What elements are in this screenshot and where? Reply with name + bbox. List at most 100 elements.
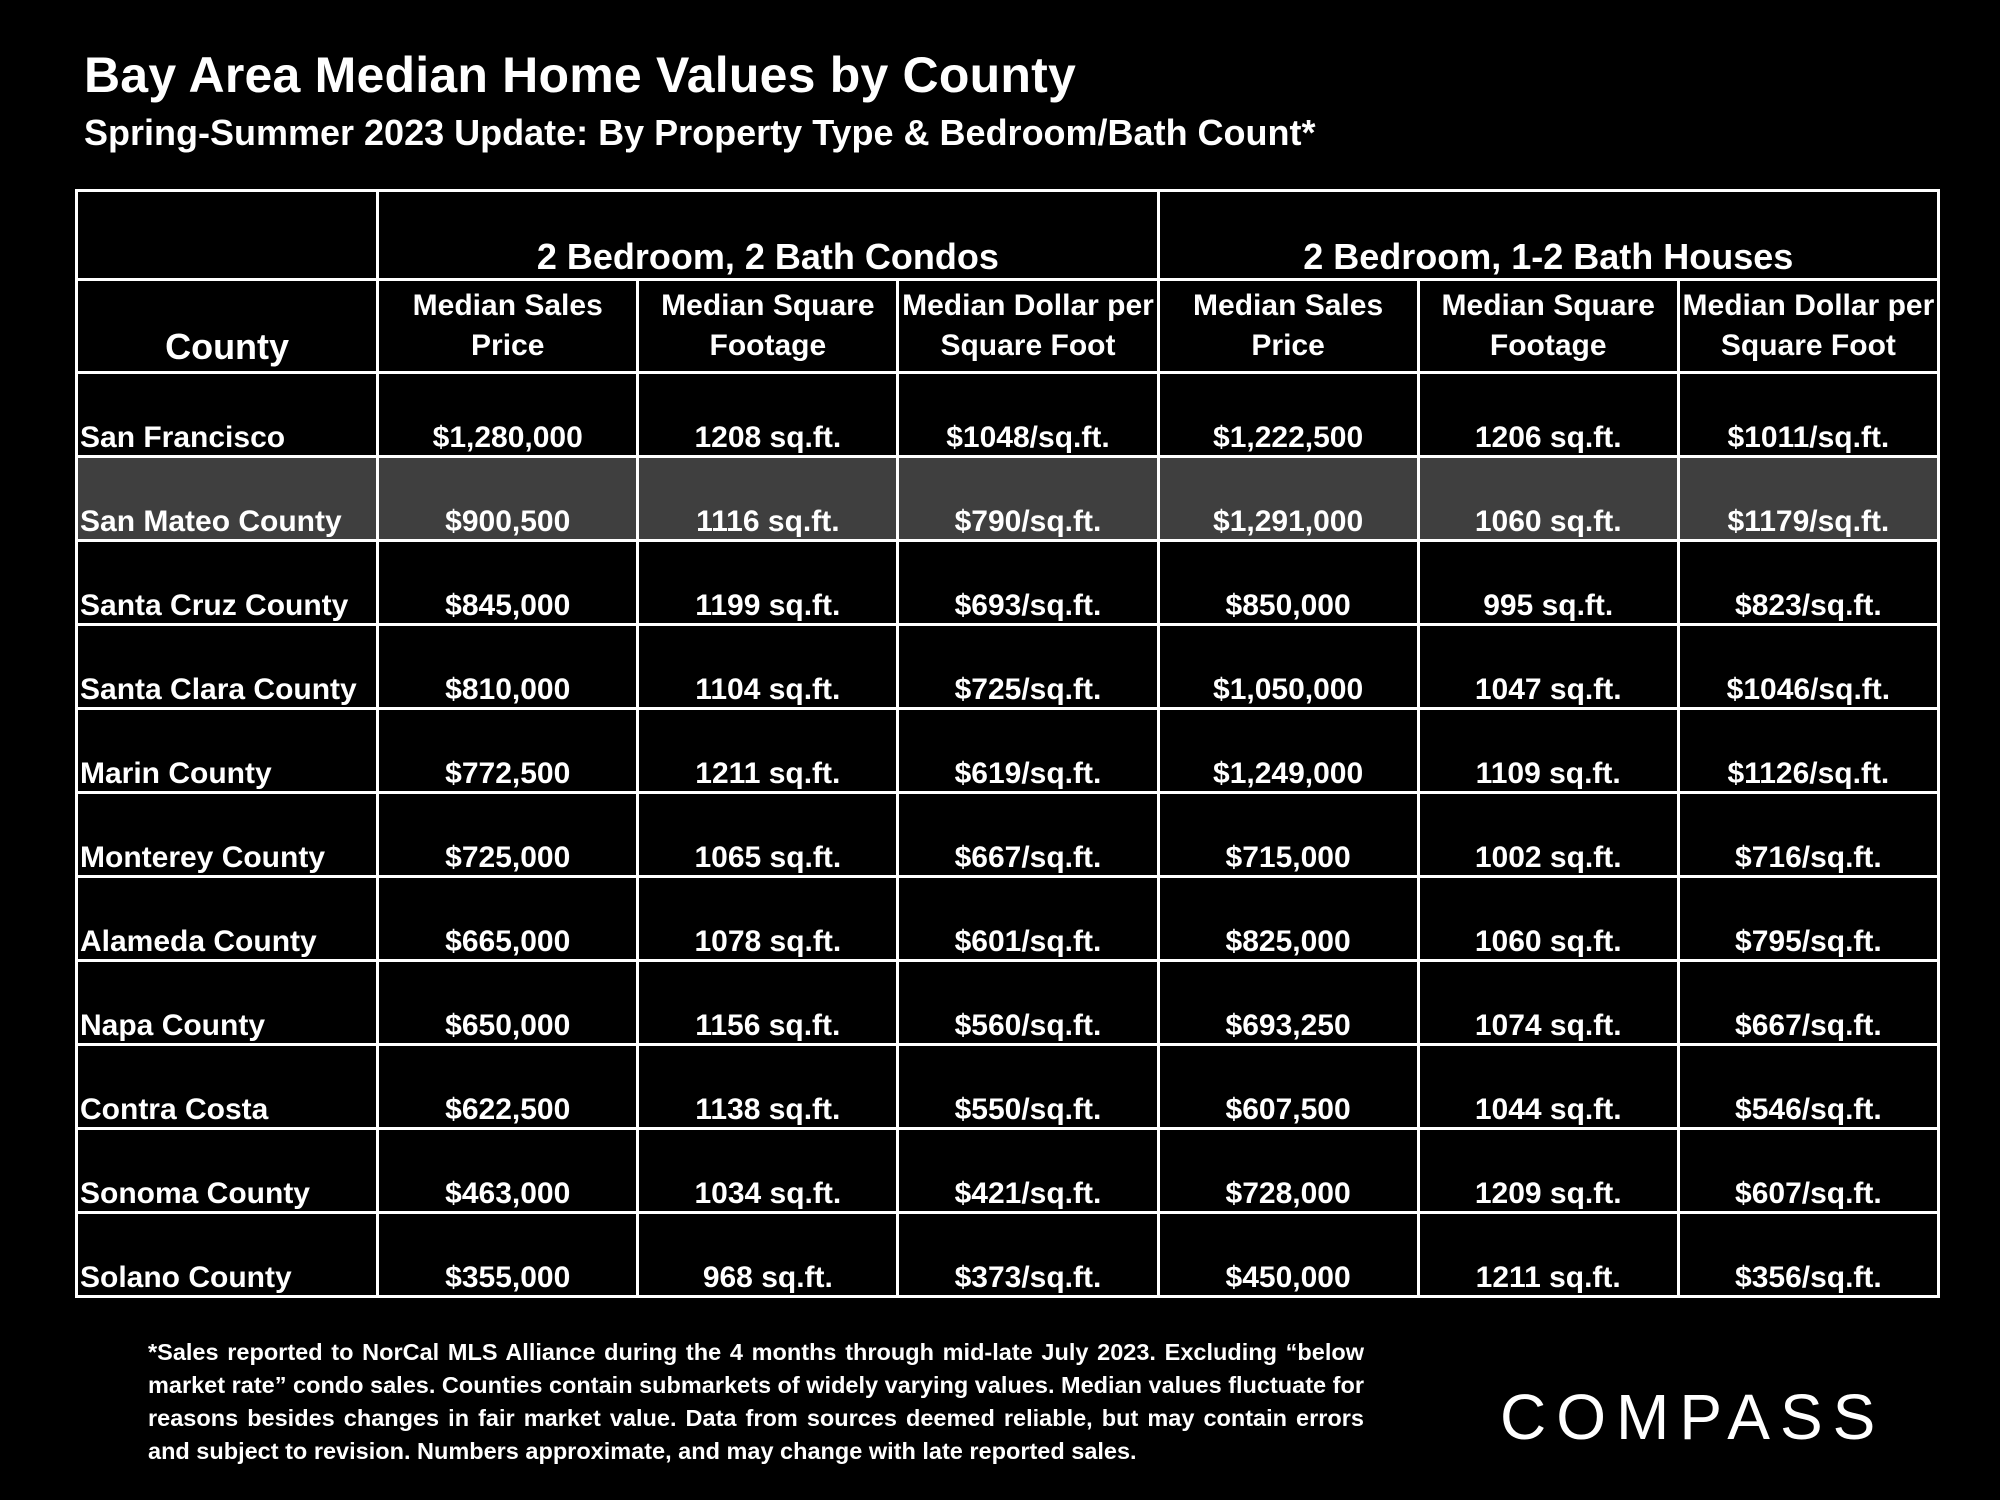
county-cell: Napa County [74, 959, 380, 1046]
value-cell: $1048/sq.ft. [896, 371, 1160, 458]
value-cell: $693/sq.ft. [896, 539, 1160, 626]
value-cell: 1199 sq.ft. [636, 539, 900, 626]
value-cell: $850,000 [1156, 539, 1420, 626]
value-cell: 1044 sq.ft. [1416, 1043, 1680, 1130]
county-values-table: 2 Bedroom, 2 Bath Condos 2 Bedroom, 1-2 … [74, 189, 1941, 1298]
value-cell: 1208 sq.ft. [636, 371, 900, 458]
county-cell: Contra Costa [74, 1043, 380, 1130]
value-cell: $667/sq.ft. [1676, 959, 1941, 1046]
value-cell: $772,500 [376, 707, 640, 794]
group-header-row: 2 Bedroom, 2 Bath Condos 2 Bedroom, 1-2 … [74, 189, 1941, 281]
value-cell: 1209 sq.ft. [1416, 1127, 1680, 1214]
table-row: Napa County $650,000 1156 sq.ft. $560/sq.ft… [74, 959, 1941, 1046]
value-cell: 1047 sq.ft. [1416, 623, 1680, 710]
value-cell: $619/sq.ft. [896, 707, 1160, 794]
county-cell: Santa Cruz County [74, 539, 380, 626]
value-cell: $355,000 [376, 1211, 640, 1298]
value-cell: $356/sq.ft. [1676, 1211, 1941, 1298]
table-row: Sonoma County $463,000 1034 sq.ft. $421/sq.… [74, 1127, 1941, 1214]
value-cell: $665,000 [376, 875, 640, 962]
value-cell: $667/sq.ft. [896, 791, 1160, 878]
column-header: Median Dollar per Square Foot [896, 278, 1160, 374]
value-cell: $825,000 [1156, 875, 1420, 962]
county-column-header: County [74, 278, 380, 374]
value-cell: 1074 sq.ft. [1416, 959, 1680, 1046]
value-cell: 1211 sq.ft. [1416, 1211, 1680, 1298]
page-title: Bay Area Median Home Values by County [84, 47, 1076, 103]
value-cell: $900,500 [376, 455, 640, 542]
value-cell: 968 sq.ft. [636, 1211, 900, 1298]
table-body: San Francisco $1,280,000 1208 sq.ft. $1048/… [74, 371, 1941, 1298]
value-cell: $421/sq.ft. [896, 1127, 1160, 1214]
column-header: Median Sales Price [1156, 278, 1420, 374]
compass-logo: COMPASS [1500, 1381, 1886, 1453]
value-cell: $693,250 [1156, 959, 1420, 1046]
column-header-row: County Median Sales Price Median Square … [74, 278, 1941, 374]
column-header: Median Square Footage [1416, 278, 1680, 374]
county-cell: Alameda County [74, 875, 380, 962]
table-row: San Mateo County $900,500 1116 sq.ft. $790/… [74, 455, 1941, 542]
value-cell: 995 sq.ft. [1416, 539, 1680, 626]
column-header: Median Dollar per Square Foot [1676, 278, 1941, 374]
value-cell: $725/sq.ft. [896, 623, 1160, 710]
county-cell: Monterey County [74, 791, 380, 878]
value-cell: $845,000 [376, 539, 640, 626]
table-row: Alameda County $665,000 1078 sq.ft. $601/sq… [74, 875, 1941, 962]
value-cell: $601/sq.ft. [896, 875, 1160, 962]
value-cell: $550/sq.ft. [896, 1043, 1160, 1130]
county-cell: Sonoma County [74, 1127, 380, 1214]
value-cell: $1,222,500 [1156, 371, 1420, 458]
value-cell: $728,000 [1156, 1127, 1420, 1214]
value-cell: $560/sq.ft. [896, 959, 1160, 1046]
value-cell: 1034 sq.ft. [636, 1127, 900, 1214]
table-row: Santa Cruz County $845,000 1199 sq.ft. $693… [74, 539, 1941, 626]
value-cell: 1060 sq.ft. [1416, 455, 1680, 542]
value-cell: 1109 sq.ft. [1416, 707, 1680, 794]
value-cell: $1,249,000 [1156, 707, 1420, 794]
value-cell: $373/sq.ft. [896, 1211, 1160, 1298]
value-cell: $1,291,000 [1156, 455, 1420, 542]
group-header-condos: 2 Bedroom, 2 Bath Condos [376, 189, 1160, 281]
table-row: Marin County $772,500 1211 sq.ft. $619/sq.f… [74, 707, 1941, 794]
value-cell: 1156 sq.ft. [636, 959, 900, 1046]
table-row: Contra Costa $622,500 1138 sq.ft. $550/sq.f… [74, 1043, 1941, 1130]
table-row: San Francisco $1,280,000 1208 sq.ft. $1048/… [74, 371, 1941, 458]
table-row: Santa Clara County $810,000 1104 sq.ft. $72… [74, 623, 1941, 710]
table-row: Monterey County $725,000 1065 sq.ft. $667/s… [74, 791, 1941, 878]
county-cell: San Mateo County [74, 455, 380, 542]
value-cell: $716/sq.ft. [1676, 791, 1941, 878]
value-cell: 1206 sq.ft. [1416, 371, 1680, 458]
page-subtitle: Spring-Summer 2023 Update: By Property T… [84, 112, 1316, 153]
value-cell: $810,000 [376, 623, 640, 710]
value-cell: $650,000 [376, 959, 640, 1046]
corner-cell [74, 189, 380, 281]
footnote: *Sales reported to NorCal MLS Alliance d… [148, 1339, 1364, 1464]
value-cell: $795/sq.ft. [1676, 875, 1941, 962]
value-cell: 1060 sq.ft. [1416, 875, 1680, 962]
value-cell: $463,000 [376, 1127, 640, 1214]
value-cell: 1078 sq.ft. [636, 875, 900, 962]
value-cell: $790/sq.ft. [896, 455, 1160, 542]
value-cell: $823/sq.ft. [1676, 539, 1941, 626]
value-cell: $725,000 [376, 791, 640, 878]
value-cell: 1138 sq.ft. [636, 1043, 900, 1130]
value-cell: $607,500 [1156, 1043, 1420, 1130]
value-cell: $1179/sq.ft. [1676, 455, 1941, 542]
value-cell: 1104 sq.ft. [636, 623, 900, 710]
value-cell: 1116 sq.ft. [636, 455, 900, 542]
value-cell: 1211 sq.ft. [636, 707, 900, 794]
value-cell: $715,000 [1156, 791, 1420, 878]
column-header: Median Square Footage [636, 278, 900, 374]
value-cell: 1002 sq.ft. [1416, 791, 1680, 878]
value-cell: $546/sq.ft. [1676, 1043, 1941, 1130]
county-cell: Santa Clara County [74, 623, 380, 710]
value-cell: $1126/sq.ft. [1676, 707, 1941, 794]
value-cell: $622,500 [376, 1043, 640, 1130]
county-cell: San Francisco [74, 371, 380, 458]
county-cell: Solano County [74, 1211, 380, 1298]
value-cell: 1065 sq.ft. [636, 791, 900, 878]
table-row: Solano County $355,000 968 sq.ft. $373/sq.f… [74, 1211, 1941, 1298]
county-cell: Marin County [74, 707, 380, 794]
value-cell: $1,280,000 [376, 371, 640, 458]
column-header: Median Sales Price [376, 278, 640, 374]
